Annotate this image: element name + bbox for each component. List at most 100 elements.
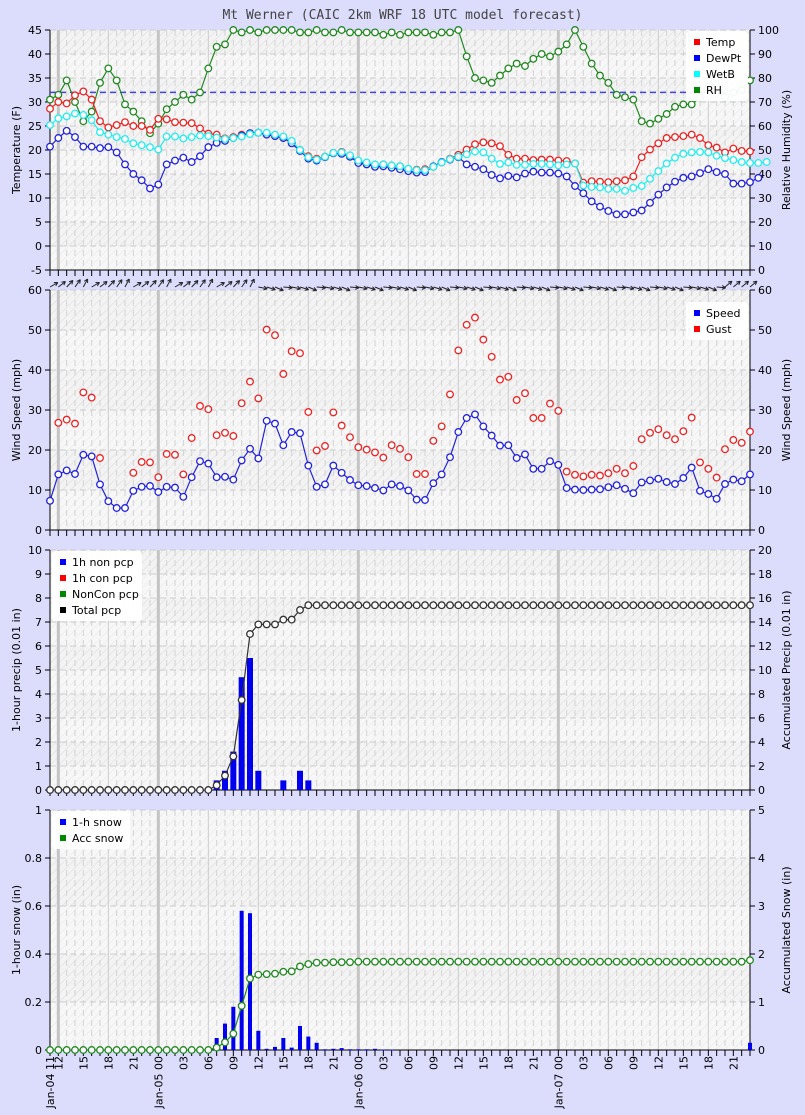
data-point <box>79 142 88 151</box>
data-point <box>746 427 754 436</box>
data-point <box>387 441 396 450</box>
data-point <box>229 134 238 142</box>
data-point <box>96 117 104 126</box>
data-point <box>329 28 338 37</box>
data-point <box>346 958 354 967</box>
y2-tick-label: 6 <box>758 712 765 725</box>
data-point <box>587 957 596 966</box>
data-point <box>246 974 254 983</box>
data-point <box>146 1046 154 1054</box>
data-point <box>179 1046 188 1054</box>
data-point <box>137 176 146 185</box>
data-point <box>196 457 204 466</box>
data-point <box>596 485 604 494</box>
snow-bar <box>239 910 244 1050</box>
wind-arrow-icon <box>633 286 643 291</box>
data-point <box>312 482 321 491</box>
wind-arrow-icon <box>66 280 74 288</box>
wind-arrow-icon <box>266 286 276 291</box>
data-point <box>712 143 721 152</box>
data-point <box>487 78 496 87</box>
data-point <box>71 109 79 118</box>
data-point <box>712 494 721 503</box>
data-point <box>604 601 613 610</box>
data-point <box>504 158 513 167</box>
data-point <box>721 170 729 178</box>
data-point <box>704 490 713 498</box>
y2-axis-label: Relative Humidity (%) <box>780 90 793 210</box>
data-point <box>437 422 446 431</box>
data-point <box>637 478 646 487</box>
data-point <box>512 454 521 462</box>
data-point <box>412 28 421 37</box>
data-point <box>671 133 679 141</box>
data-point <box>96 454 104 462</box>
wind-arrow-icon <box>616 286 626 289</box>
data-point <box>687 100 696 109</box>
data-point <box>387 480 396 489</box>
wind-arrow-icon <box>683 286 693 289</box>
y-tick-label: 0.8 <box>25 852 43 865</box>
data-point <box>704 165 713 174</box>
data-point <box>337 468 346 477</box>
data-point <box>129 170 138 178</box>
data-point <box>379 601 388 610</box>
wind-arrow-icon <box>516 286 526 289</box>
data-point <box>137 1046 146 1054</box>
data-point <box>437 957 446 966</box>
y2-tick-label: 0 <box>758 524 765 537</box>
data-point <box>137 786 146 794</box>
data-point <box>312 155 321 164</box>
data-point <box>371 28 379 37</box>
data-point <box>471 147 479 156</box>
data-point <box>71 91 79 100</box>
data-point <box>429 601 438 610</box>
data-point <box>279 615 288 624</box>
data-point <box>146 125 154 134</box>
data-point <box>696 601 704 610</box>
data-point <box>612 184 621 193</box>
data-point <box>346 601 354 610</box>
data-point <box>446 957 454 966</box>
y-tick-label: 1 <box>35 760 42 773</box>
y-tick-label: 0 <box>35 784 42 797</box>
data-point <box>654 474 663 483</box>
data-point <box>287 26 296 34</box>
data-point <box>479 76 488 85</box>
data-point <box>87 1046 96 1054</box>
data-point <box>429 957 438 966</box>
data-point <box>171 98 179 106</box>
data-point <box>154 1046 163 1054</box>
data-point <box>112 786 121 794</box>
wind-arrow-icon <box>91 282 100 288</box>
data-point <box>521 62 529 70</box>
data-point <box>79 450 88 459</box>
data-point <box>687 172 696 181</box>
data-point <box>346 151 354 160</box>
data-point <box>404 601 413 610</box>
wind-arrow-icon <box>274 286 284 291</box>
data-point <box>71 1046 79 1054</box>
data-point <box>471 313 479 322</box>
data-point <box>612 481 621 490</box>
data-point <box>204 64 213 73</box>
legend-label: Temp <box>705 36 735 49</box>
data-point <box>87 107 96 116</box>
data-point <box>729 436 738 444</box>
data-point <box>304 408 313 416</box>
data-point <box>562 601 571 610</box>
data-point <box>679 132 688 141</box>
data-point <box>737 179 746 188</box>
wind-arrow-icon <box>449 286 460 289</box>
snow-bar <box>364 1049 369 1051</box>
data-point <box>479 165 488 174</box>
data-point <box>679 957 688 966</box>
data-point <box>554 169 563 178</box>
data-point <box>212 42 221 51</box>
x-tick-label: 18 <box>502 1056 515 1070</box>
x-tick-label: 15 <box>677 1056 690 1070</box>
data-point <box>246 377 254 386</box>
x-tick-label: 21 <box>127 1056 140 1070</box>
legend-label: 1-h snow <box>72 816 122 829</box>
data-point <box>571 485 579 494</box>
